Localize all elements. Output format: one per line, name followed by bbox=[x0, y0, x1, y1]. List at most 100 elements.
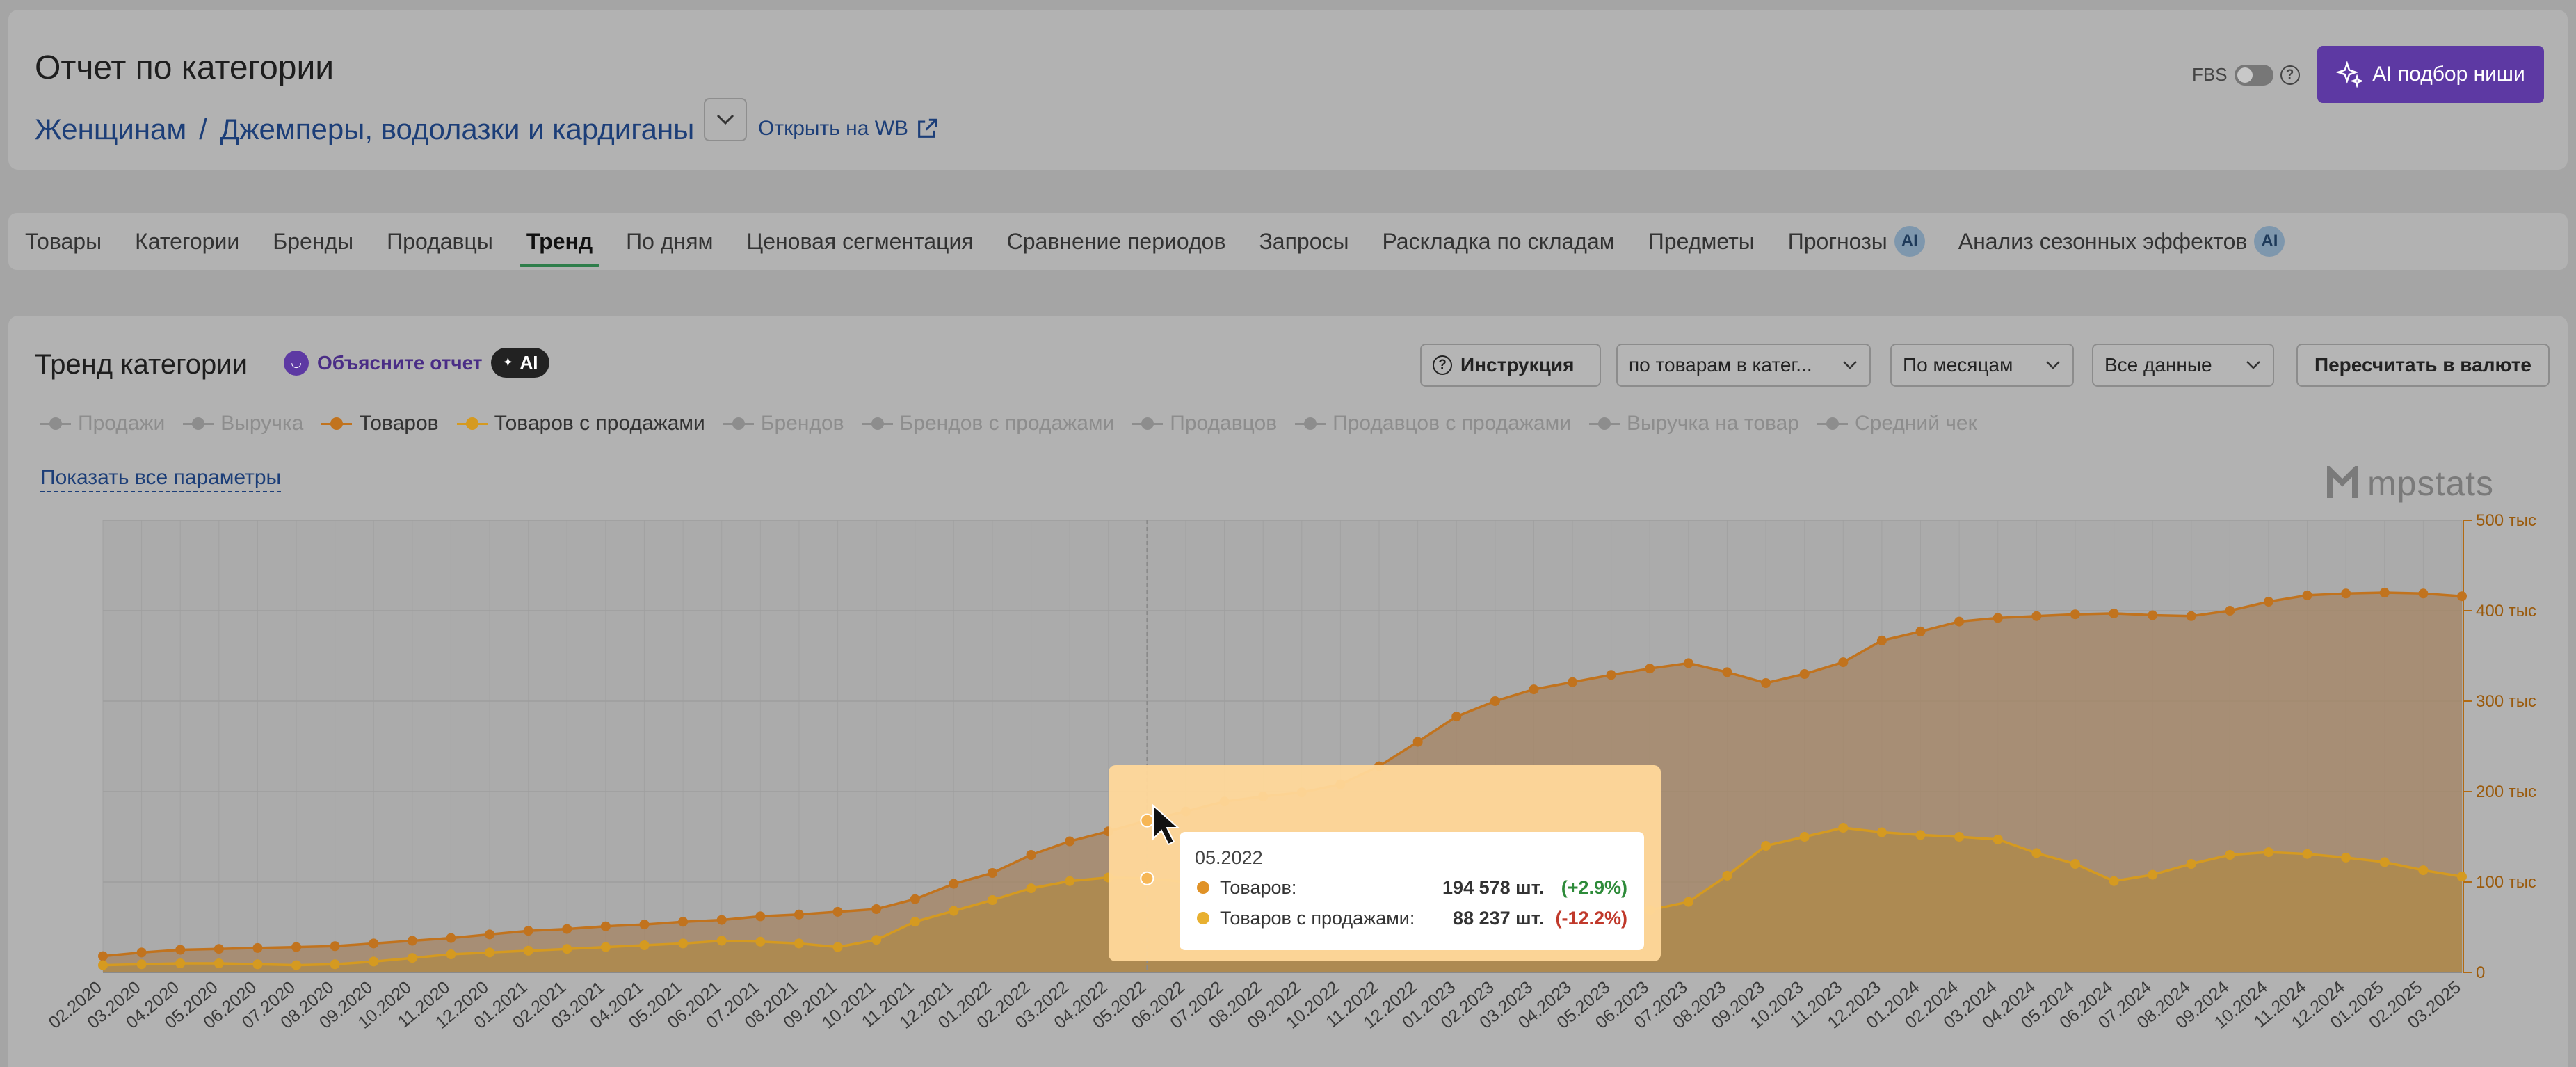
period-select[interactable]: По месяцам bbox=[1890, 344, 2074, 387]
data-point bbox=[523, 945, 533, 956]
recalc-currency-button[interactable]: Пересчитать в валюте bbox=[2296, 344, 2550, 387]
mouse-cursor-icon bbox=[1152, 803, 1180, 846]
legend-item-0[interactable]: Продажи bbox=[40, 412, 165, 435]
instruction-label: Инструкция bbox=[1460, 354, 1575, 376]
legend-item-2[interactable]: Товаров bbox=[321, 412, 439, 435]
fbs-toggle-group: FBS ? bbox=[2192, 64, 2300, 86]
data-point bbox=[2225, 606, 2235, 616]
tab-0[interactable]: Товары bbox=[8, 213, 118, 270]
help-icon[interactable]: ? bbox=[2280, 65, 2300, 85]
open-on-wb-link[interactable]: Открыть на WB bbox=[758, 117, 939, 141]
ai-niche-button[interactable]: AI подбор ниши bbox=[2317, 46, 2544, 103]
data-point bbox=[2109, 608, 2119, 618]
legend-label: Выручка bbox=[220, 412, 304, 435]
legend-item-3[interactable]: Товаров с продажами bbox=[456, 412, 705, 435]
external-link-icon bbox=[918, 118, 937, 138]
tab-2[interactable]: Бренды bbox=[256, 213, 370, 270]
data-point bbox=[1954, 832, 1965, 842]
data-point bbox=[1761, 841, 1771, 851]
data-point bbox=[252, 959, 263, 970]
data-point bbox=[2031, 848, 2042, 858]
data-point bbox=[1026, 850, 1036, 860]
category-dropdown-button[interactable] bbox=[704, 98, 747, 141]
tooltip-date: 05.2022 bbox=[1195, 847, 1263, 868]
tooltip-dot bbox=[1197, 912, 1209, 924]
data-point bbox=[2302, 590, 2312, 600]
data-point bbox=[485, 929, 495, 940]
data-point bbox=[369, 938, 379, 949]
tab-4[interactable]: Тренд bbox=[510, 213, 609, 270]
y-tick-label: 0 bbox=[2476, 963, 2485, 982]
tab-3[interactable]: Продавцы bbox=[370, 213, 510, 270]
data-range-select[interactable]: Все данные bbox=[2092, 344, 2274, 387]
breadcrumb-item-women[interactable]: Женщинам bbox=[35, 113, 187, 145]
explain-report-button[interactable]: ◡ Объясните отчет AI bbox=[284, 348, 549, 378]
data-point bbox=[2457, 591, 2467, 602]
data-point bbox=[407, 936, 417, 946]
section-title: Тренд категории bbox=[35, 349, 248, 380]
data-point bbox=[910, 917, 920, 927]
data-point bbox=[871, 904, 882, 914]
data-point bbox=[1568, 677, 1578, 687]
smile-icon: ◡ bbox=[284, 350, 309, 376]
data-point bbox=[98, 960, 108, 970]
data-point bbox=[1876, 827, 1887, 837]
tab-12[interactable]: Анализ сезонных эффектов AI bbox=[1942, 213, 2302, 270]
show-all-params-link[interactable]: Показать все параметры bbox=[40, 466, 282, 492]
data-point bbox=[678, 938, 689, 949]
data-point bbox=[949, 879, 959, 889]
legend-item-8[interactable]: Выручка на товар bbox=[1588, 412, 1799, 435]
metric-select-value: по товарам в катег... bbox=[1629, 354, 1812, 376]
data-point bbox=[1026, 883, 1036, 894]
y-tick-label: 400 тыс bbox=[2476, 602, 2536, 620]
data-point bbox=[2418, 588, 2429, 599]
data-point bbox=[949, 906, 959, 916]
tab-1[interactable]: Категории bbox=[118, 213, 256, 270]
legend-item-6[interactable]: Продавцов bbox=[1132, 412, 1277, 435]
data-point bbox=[136, 947, 147, 958]
data-point bbox=[1451, 712, 1462, 722]
ai-niche-label: AI подбор ниши bbox=[2372, 63, 2525, 86]
data-point bbox=[2186, 611, 2196, 621]
legend-item-9[interactable]: Средний чек bbox=[1817, 412, 1977, 435]
instruction-button[interactable]: ? Инструкция bbox=[1420, 344, 1601, 387]
metric-select[interactable]: по товарам в катег... bbox=[1616, 344, 1871, 387]
legend-label: Выручка на товар bbox=[1626, 412, 1799, 435]
report-header: Отчет по категории Женщинам / Джемперы, … bbox=[8, 10, 2568, 170]
legend-item-5[interactable]: Брендов с продажами bbox=[862, 412, 1114, 435]
tooltip-change: (+2.9%) bbox=[1561, 877, 1627, 898]
data-point bbox=[136, 959, 147, 970]
fbs-toggle[interactable] bbox=[2234, 64, 2273, 86]
legend-marker-icon bbox=[1817, 417, 1848, 431]
tab-10[interactable]: Предметы bbox=[1632, 213, 1771, 270]
legend-label: Средний чек bbox=[1854, 412, 1977, 435]
legend-item-4[interactable]: Брендов bbox=[723, 412, 844, 435]
data-point bbox=[794, 938, 804, 949]
data-point bbox=[2031, 611, 2042, 621]
data-point bbox=[987, 895, 997, 905]
breadcrumb-item-category[interactable]: Джемперы, водолазки и кардиганы bbox=[219, 113, 695, 145]
tab-5[interactable]: По дням bbox=[609, 213, 730, 270]
legend-marker-icon bbox=[1132, 417, 1164, 431]
tab-label: Тренд bbox=[526, 228, 593, 254]
tab-6[interactable]: Ценовая сегментация bbox=[730, 213, 990, 270]
tab-8[interactable]: Запросы bbox=[1242, 213, 1365, 270]
data-point bbox=[871, 935, 882, 945]
tooltip-label: Товаров с продажами: bbox=[1220, 908, 1415, 929]
tab-11[interactable]: Прогнозы AI bbox=[1771, 213, 1942, 270]
tab-9[interactable]: Раскладка по складам bbox=[1365, 213, 1631, 270]
legend-item-7[interactable]: Продавцов с продажами bbox=[1295, 412, 1571, 435]
tab-7[interactable]: Сравнение периодов bbox=[990, 213, 1243, 270]
tabs-bar: Товары Категории Бренды Продавцы Тренд По дня… bbox=[8, 213, 2568, 270]
chevron-down-icon bbox=[2046, 361, 2060, 369]
data-point bbox=[446, 949, 456, 959]
data-point bbox=[716, 915, 727, 925]
chevron-down-icon bbox=[2246, 361, 2260, 369]
tooltip-value: 88 237 шт. bbox=[1453, 908, 1544, 929]
data-point bbox=[2225, 850, 2235, 860]
data-point bbox=[678, 917, 689, 927]
legend-label: Продавцов с продажами bbox=[1333, 412, 1571, 435]
legend-item-1[interactable]: Выручка bbox=[183, 412, 303, 435]
data-point bbox=[2263, 597, 2273, 607]
